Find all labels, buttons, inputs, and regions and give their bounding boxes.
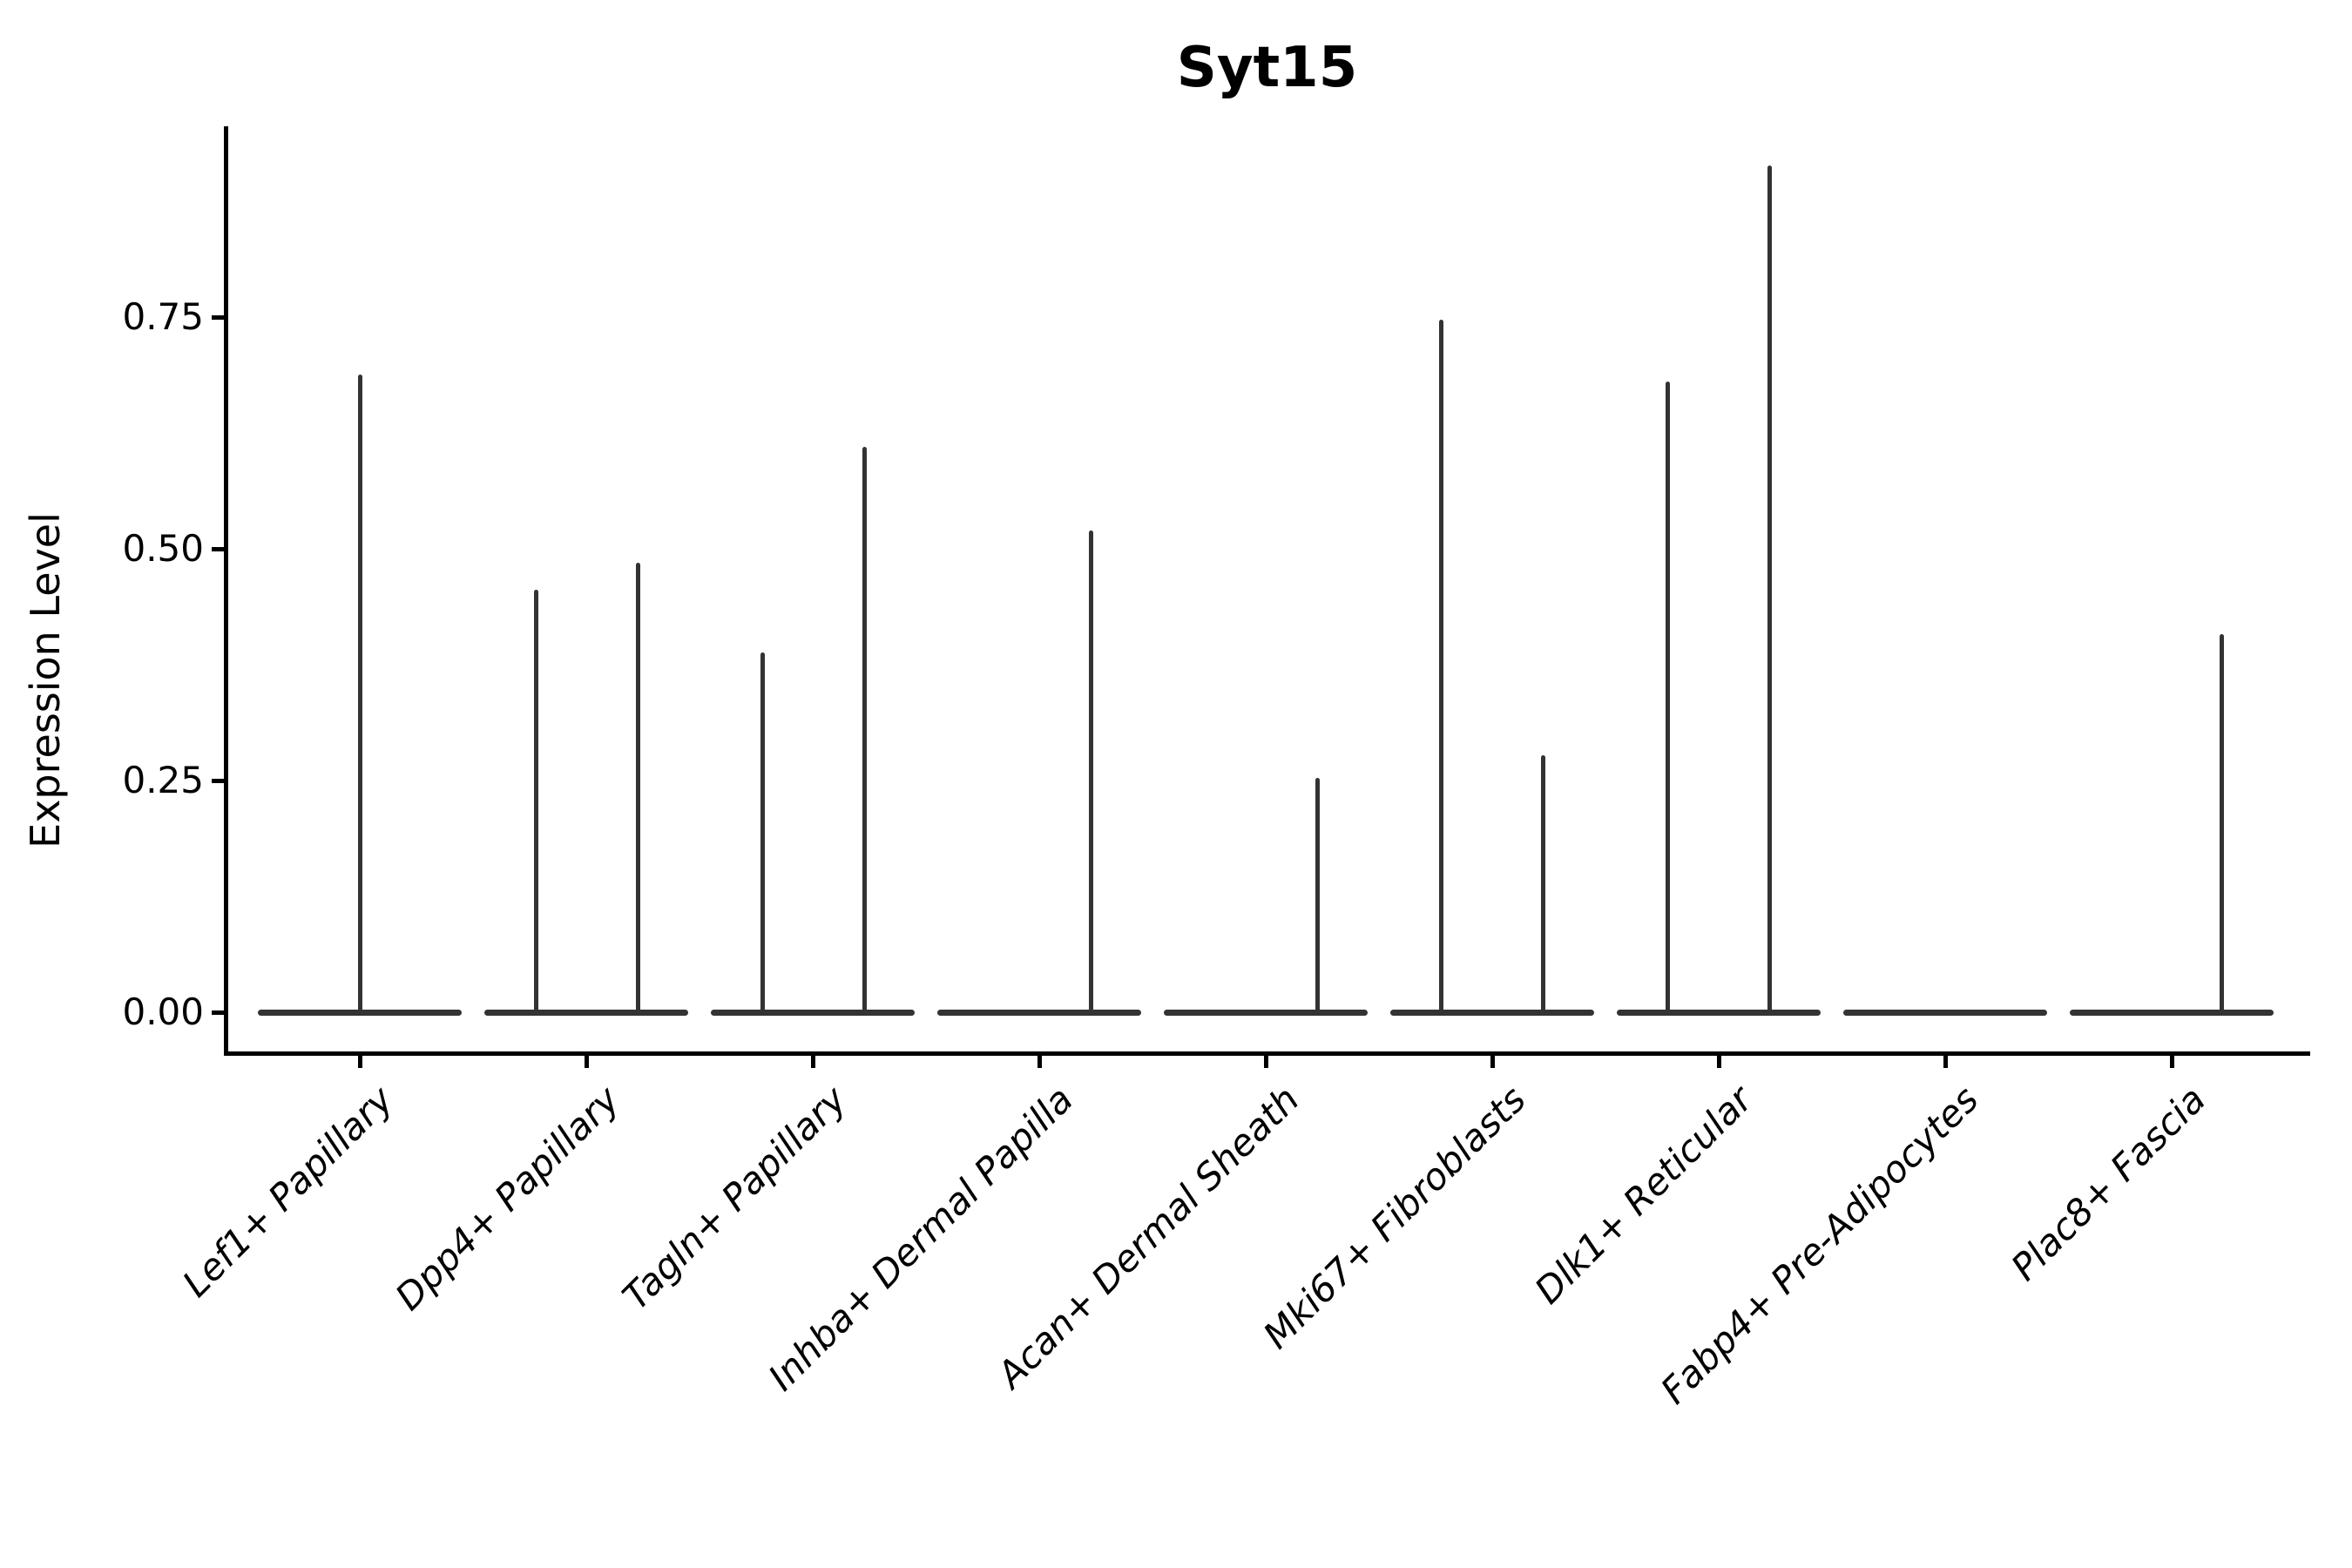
violin-spike <box>357 374 362 1014</box>
violin-baseline <box>711 1009 915 1016</box>
x-tick-label: Dpp4+ Papillary <box>387 1078 628 1319</box>
x-tick-mark <box>1037 1056 1042 1068</box>
violin-spike <box>862 446 867 1014</box>
violin-spike <box>1315 777 1320 1014</box>
y-axis-label: Expression Level <box>22 512 69 848</box>
y-tick-mark <box>212 1010 224 1015</box>
x-tick-label: Lef1+ Papillary <box>174 1078 402 1306</box>
x-tick-mark <box>1943 1056 1948 1068</box>
x-tick-mark <box>2169 1056 2174 1068</box>
x-tick-label: Tagln+ Papillary <box>614 1078 855 1319</box>
violin-baseline <box>1390 1009 1594 1016</box>
x-axis-spine <box>224 1051 2310 1056</box>
y-tick-label: 0.00 <box>122 990 204 1033</box>
x-tick-mark <box>357 1056 362 1068</box>
x-tick-label: Plac8+ Fascia <box>2002 1078 2213 1289</box>
x-tick-mark <box>1716 1056 1721 1068</box>
violin-spike <box>760 652 765 1014</box>
violin-spike <box>1665 382 1670 1014</box>
violin-baseline <box>484 1009 688 1016</box>
violin-spike <box>533 589 538 1014</box>
x-tick-mark <box>1490 1056 1495 1068</box>
y-tick-label: 0.75 <box>122 295 204 338</box>
violin-spike <box>1088 530 1093 1014</box>
chart-title: Syt15 <box>1176 36 1358 100</box>
x-tick-mark <box>1263 1056 1268 1068</box>
violin-baseline <box>2070 1009 2274 1016</box>
x-tick-mark <box>810 1056 815 1068</box>
x-tick-label: Dlk1+ Reticular <box>1526 1078 1761 1313</box>
violin-spike <box>1438 320 1443 1014</box>
x-tick-mark <box>584 1056 589 1068</box>
y-tick-mark <box>212 314 224 320</box>
violin-spike <box>1540 755 1545 1014</box>
x-tick-label: Mki67+ Fibroblasts <box>1254 1078 1534 1357</box>
y-tick-mark <box>212 546 224 551</box>
violin-spike <box>635 562 640 1014</box>
violin-spike <box>1767 165 1772 1014</box>
violin-baseline <box>937 1009 1141 1016</box>
violin-baseline <box>1164 1009 1368 1016</box>
violin-baseline <box>1843 1009 2047 1016</box>
y-tick-mark <box>212 778 224 783</box>
violin-spike <box>2219 633 2224 1014</box>
y-tick-label: 0.50 <box>122 527 204 570</box>
y-tick-label: 0.25 <box>122 759 204 801</box>
y-axis-spine <box>224 126 228 1056</box>
violin-baseline <box>1617 1009 1821 1016</box>
